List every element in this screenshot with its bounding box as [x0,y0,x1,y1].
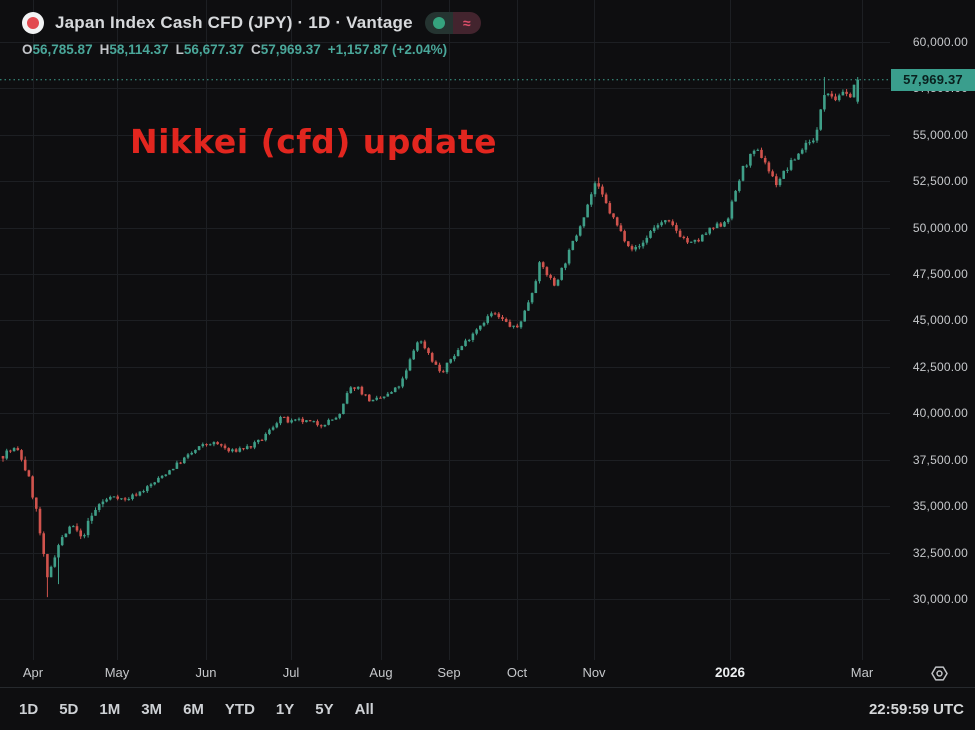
chart-text-annotation: Nikkei (cfd) update [130,122,497,161]
close-label: C [250,42,261,57]
range-button-5d[interactable]: 5D [59,700,79,718]
price-tick-label: 32,500.00 [912,545,968,560]
time-tick-label: Mar [850,665,874,680]
range-button-all[interactable]: All [354,700,374,718]
candles [1,77,859,598]
timezone-clock[interactable]: 22:59:59 UTC [868,700,964,718]
range-button-1m[interactable]: 1M [99,700,121,718]
low-label: L [175,42,184,57]
time-tick-label: Nov [582,665,606,680]
price-axis[interactable]: 60,000.0057,500.0055,000.0052,500.0050,0… [890,0,975,660]
price-tick-label: 40,000.00 [912,406,968,421]
settings-gear-icon[interactable] [930,664,949,683]
approx-wave-icon: ≈ [462,15,471,31]
time-tick-label: Sep [437,665,461,680]
chart-legend: Japan Index Cash CFD (JPY) · 1D · Vantag… [22,10,481,57]
price-tick-label: 35,000.00 [912,499,968,514]
high-value: 58,114.37 [109,42,169,57]
ohlc-row: O56,785.87 H58,114.37 L56,677.37 C57,969.37… [22,42,481,57]
current-price-label: 57,969.37 [891,68,975,91]
time-axis[interactable]: Apr May Jun Jul Aug Sep Oct Nov 2026 Mar [0,660,975,688]
price-tick-label: 42,500.00 [912,359,968,374]
gridlines [0,0,890,660]
symbol-title[interactable]: Japan Index Cash CFD (JPY) · 1D · Vantag… [55,13,413,32]
time-tick-label: Jun [195,665,217,680]
market-open-segment [424,12,453,34]
high-label: H [99,42,110,57]
time-tick-label: Apr [22,665,44,680]
japan-flag-red-dot [27,17,39,29]
range-button-1y[interactable]: 1Y [275,700,295,718]
price-tick-label: 45,000.00 [912,313,968,328]
time-tick-label: Jul [282,665,300,680]
range-button-6m[interactable]: 6M [183,700,204,718]
range-button-ytd[interactable]: YTD [224,700,255,718]
price-tick-label: 47,500.00 [912,267,968,282]
range-toolbar: 1D 5D 1M 3M 6M YTD 1Y 5Y All 22:59:59 UTC [0,688,975,730]
price-tick-label: 55,000.00 [912,127,968,142]
price-tick-label: 37,500.00 [912,452,968,467]
close-value: 57,969.37 [260,42,321,57]
open-value: 56,785.87 [32,42,93,57]
time-tick-label: 2026 [714,665,746,680]
approx-segment: ≈ [452,12,481,34]
candlestick-chart-canvas[interactable] [0,0,890,660]
range-button-1d[interactable]: 1D [19,700,39,718]
market-status-toggle[interactable]: ≈ [424,12,481,34]
price-tick-label: 30,000.00 [912,591,968,606]
time-tick-label: Aug [369,665,393,680]
price-tick-label: 52,500.00 [912,174,968,189]
open-label: O [22,42,33,57]
time-tick-label: Oct [506,665,528,680]
range-button-3m[interactable]: 3M [141,700,163,718]
japan-flag-logo-icon [22,12,44,34]
price-tick-label: 60,000.00 [912,35,968,49]
market-open-dot-icon [432,17,445,29]
price-tick-label: 50,000.00 [912,220,968,235]
time-tick-label: May [104,665,130,680]
range-button-5y[interactable]: 5Y [315,700,334,718]
low-value: 56,677.37 [183,42,244,57]
change-value: +1,157.87 (+2.04%) [327,42,448,57]
range-buttons: 1D 5D 1M 3M 6M YTD 1Y 5Y All [0,701,374,718]
